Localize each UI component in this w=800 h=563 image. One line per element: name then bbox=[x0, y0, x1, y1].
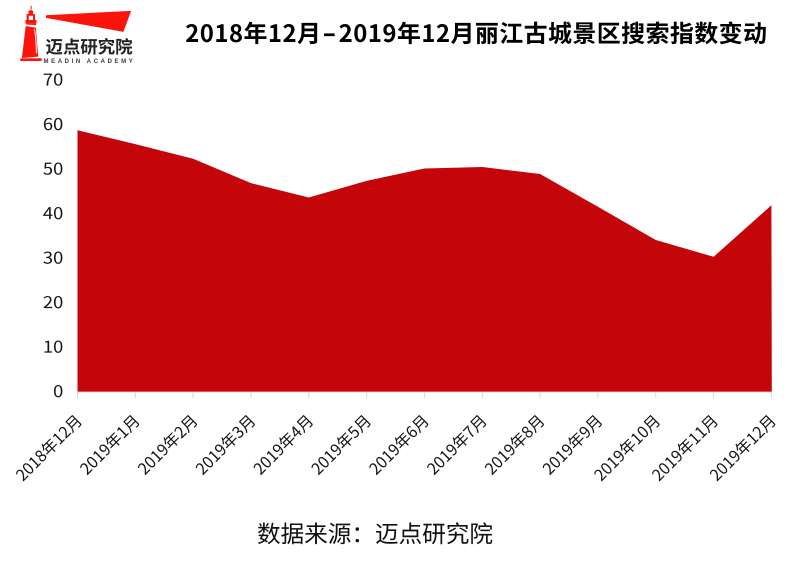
svg-text:MEADIN ACADEMY: MEADIN ACADEMY bbox=[44, 59, 136, 65]
